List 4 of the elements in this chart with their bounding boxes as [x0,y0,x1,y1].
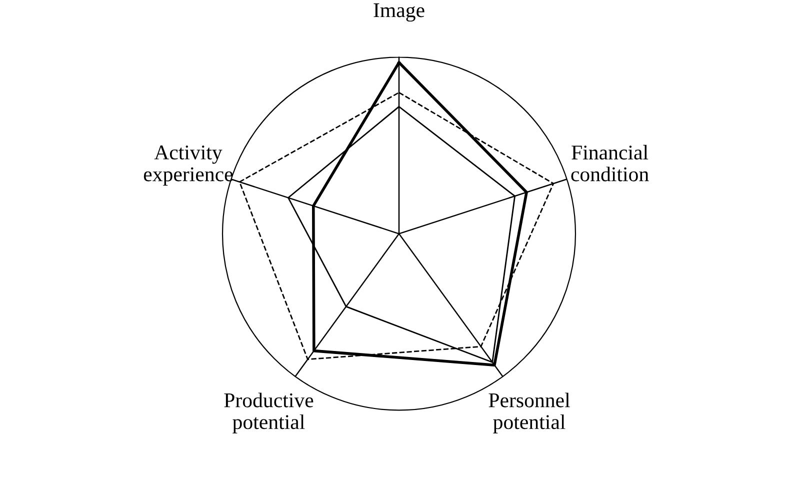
spoke-label: Image [374,3,424,22]
spoke-label: Personnel potential [488,392,570,434]
spoke-label: Productive potential [224,392,314,434]
spoke-label: Financial condition [571,144,649,182]
